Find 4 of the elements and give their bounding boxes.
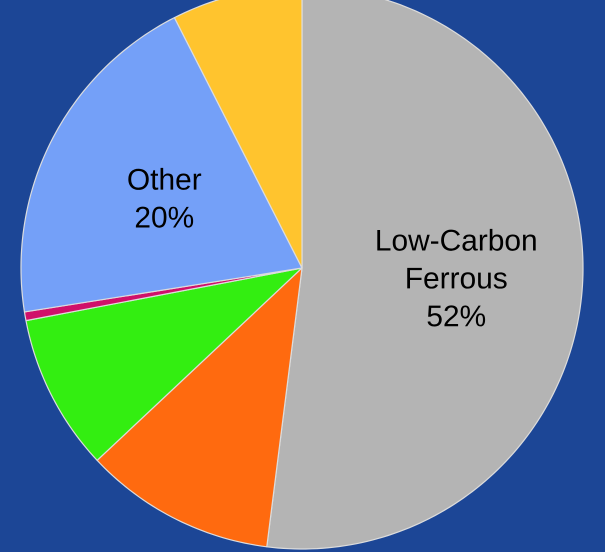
data-label: 20% bbox=[136, 206, 194, 228]
data-label: 52% bbox=[428, 305, 486, 327]
slice-label: Low-Carbon Ferrous bbox=[377, 228, 536, 289]
slice-label: Other bbox=[128, 168, 202, 190]
